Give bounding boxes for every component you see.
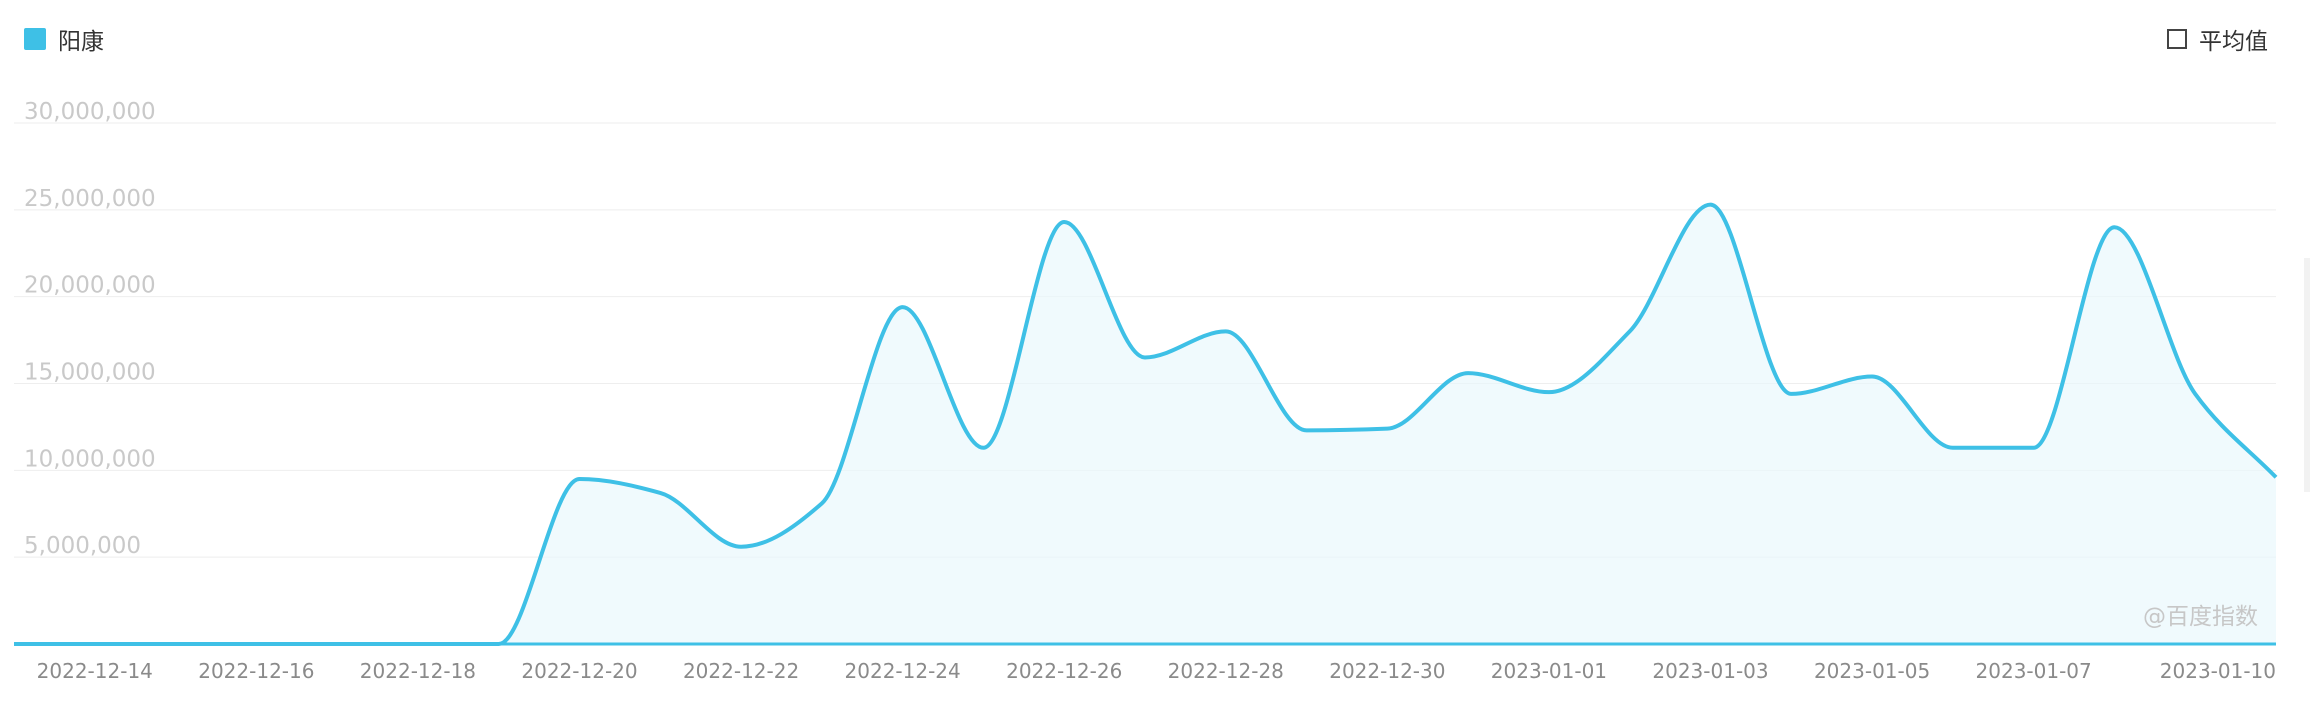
x-tick-label: 2023-01-10: [2160, 659, 2276, 683]
data-point: [1061, 219, 1067, 225]
data-point: [334, 641, 340, 647]
x-tick-label: 2022-12-18: [360, 659, 476, 683]
legend[interactable]: 阳康: [24, 22, 104, 56]
data-point: [173, 641, 179, 647]
watermark: @百度指数: [2143, 604, 2258, 630]
average-label: 平均值: [2199, 29, 2268, 55]
x-tick-label: 2022-12-28: [1168, 659, 1284, 683]
x-axis: 2022-12-14 2022-12-16 2022-12-18 2022-12-20…: [37, 659, 2276, 683]
y-tick-label: 20,000,000: [24, 273, 156, 299]
scroll-edge: [2304, 258, 2310, 492]
data-point: [92, 641, 98, 647]
data-point: [1142, 354, 1148, 360]
data-point: [819, 500, 825, 506]
x-tick-label: 2022-12-16: [198, 659, 314, 683]
x-tick-label: 2023-01-05: [1814, 659, 1930, 683]
data-point: [1546, 389, 1552, 395]
data-point: [2031, 445, 2037, 451]
series-area: [14, 204, 2276, 644]
y-tick-label: 15,000,000: [24, 360, 156, 386]
x-tick-label: 2022-12-24: [845, 659, 961, 683]
x-tick-label: 2023-01-03: [1652, 659, 1768, 683]
data-point: [738, 544, 744, 550]
x-tick-label: 2022-12-26: [1006, 659, 1122, 683]
data-point: [980, 445, 986, 451]
data-point: [1465, 370, 1471, 376]
data-point: [2111, 224, 2117, 230]
data-point: [1869, 374, 1875, 380]
average-toggle[interactable]: 平均值: [2167, 22, 2268, 56]
data-point: [1950, 445, 1956, 451]
data-point: [253, 641, 259, 647]
average-checkbox[interactable]: [2167, 29, 2187, 49]
series-line: [14, 202, 2278, 647]
x-tick-label: 2022-12-20: [521, 659, 637, 683]
data-point: [657, 490, 663, 496]
x-tick-label: 2022-12-14: [37, 659, 153, 683]
legend-series-label: 阳康: [58, 29, 104, 55]
data-point: [577, 476, 583, 482]
data-point: [1627, 328, 1633, 334]
x-tick-label: 2022-12-22: [683, 659, 799, 683]
y-axis: 30,000,000 25,000,000 20,000,000 15,000,000…: [24, 99, 156, 559]
data-point: [1304, 427, 1310, 433]
y-tick-label: 5,000,000: [24, 533, 141, 559]
data-point: [1788, 391, 1794, 397]
data-point: [415, 641, 421, 647]
data-point: [496, 641, 502, 647]
y-tick-label: 25,000,000: [24, 186, 156, 212]
data-point: [900, 304, 906, 310]
data-point: [11, 641, 17, 647]
data-point: [1384, 426, 1390, 432]
x-tick-label: 2022-12-30: [1329, 659, 1445, 683]
data-point: [2273, 474, 2279, 480]
y-tick-label: 30,000,000: [24, 99, 156, 125]
x-tick-label: 2023-01-07: [1976, 659, 2092, 683]
y-tick-label: 10,000,000: [24, 446, 156, 472]
data-point: [1708, 202, 1714, 208]
data-point: [1223, 328, 1229, 334]
data-point: [2192, 391, 2198, 397]
legend-swatch: [24, 28, 46, 50]
x-tick-label: 2023-01-01: [1491, 659, 1607, 683]
